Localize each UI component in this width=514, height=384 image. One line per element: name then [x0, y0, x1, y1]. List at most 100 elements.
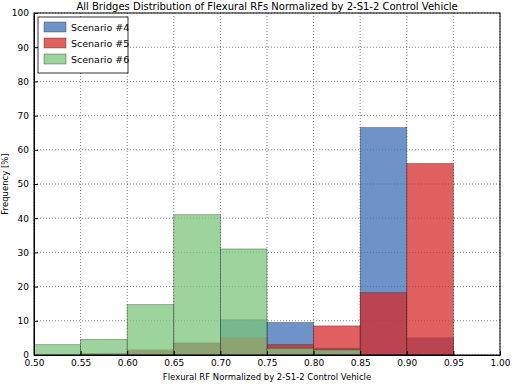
x-tick: 0.85 [351, 351, 371, 368]
grid-line-y [34, 149, 500, 150]
x-tick: 0.80 [304, 351, 324, 368]
x-tick-mark [127, 351, 128, 355]
histogram-bar [314, 326, 361, 355]
x-tick-label: 0.90 [397, 358, 417, 368]
x-axis-line [35, 355, 501, 356]
legend-swatch [44, 54, 66, 64]
histogram-bar [314, 350, 361, 355]
y-tick-mark [34, 252, 38, 253]
y-tick-label: 70 [18, 111, 30, 121]
y-tick: 40 [18, 214, 38, 224]
x-tick-mark [453, 351, 454, 355]
grid [34, 13, 500, 355]
y-tick-label: 40 [18, 214, 30, 224]
plot-frame [34, 13, 500, 355]
histogram-bar [267, 348, 314, 355]
x-tick-label: 0.55 [71, 358, 91, 368]
x-tick-label: 0.65 [164, 358, 184, 368]
plot-background [34, 13, 500, 355]
bars [34, 128, 453, 355]
series-bars [34, 215, 360, 355]
histogram-bar [220, 249, 267, 355]
y-tick-mark [34, 355, 38, 356]
legend-label: Scenario #5 [71, 38, 129, 49]
x-tick-label: 0.85 [351, 358, 371, 368]
y-tick: 80 [18, 77, 38, 87]
legend: Scenario #4 Scenario #5 Scenario #6 [38, 17, 129, 73]
x-tick-label: 0.60 [118, 358, 138, 368]
y-tick-label: 90 [18, 43, 30, 53]
x-tick-mark [360, 351, 361, 355]
plot: 0.500.550.600.650.700.750.800.850.900.95… [12, 8, 511, 368]
y-tick: 10 [18, 316, 38, 326]
x-tick-label: 0.70 [211, 358, 231, 368]
histogram-bar [34, 345, 81, 355]
x-axis: 0.500.550.600.650.700.750.800.850.900.95… [24, 351, 510, 368]
y-tick-label: 30 [18, 248, 30, 258]
x-axis-title: Flexural RF Normalized by 2-S1-2 Control… [163, 372, 371, 382]
y-tick-label: 20 [18, 282, 30, 292]
y-tick-label: 0 [23, 350, 29, 360]
y-tick-label: 50 [18, 179, 30, 189]
histogram-bar [267, 345, 314, 355]
x-tick-mark [220, 351, 221, 355]
y-tick: 70 [18, 111, 38, 121]
legend-swatch [44, 22, 66, 32]
chart: 0.500.550.600.650.700.750.800.850.900.95… [0, 0, 514, 384]
x-tick-label: 0.80 [304, 358, 324, 368]
x-tick-label: 0.75 [257, 358, 277, 368]
y-tick-label: 80 [18, 77, 30, 87]
y-tick-mark [34, 287, 38, 288]
x-tick-label: 1.00 [490, 358, 510, 368]
y-tick-label: 10 [18, 316, 30, 326]
y-tick-label: 100 [12, 8, 29, 18]
x-tick-mark [81, 351, 82, 355]
y-tick: 60 [18, 145, 38, 155]
x-tick: 0.70 [211, 351, 231, 368]
y-tick-mark [34, 321, 38, 322]
x-tick-mark [314, 351, 315, 355]
histogram-bar [174, 215, 221, 355]
series-bars [81, 163, 454, 355]
histogram-bar [407, 163, 454, 355]
x-tick-mark [267, 351, 268, 355]
y-tick: 50 [18, 179, 38, 189]
y-tick-mark [34, 218, 38, 219]
y-tick: 100 [12, 8, 38, 18]
x-tick: 0.95 [444, 351, 464, 368]
y-tick: 30 [18, 248, 38, 258]
x-tick: 1.00 [490, 351, 510, 368]
y-tick: 90 [18, 43, 38, 53]
y-tick: 20 [18, 282, 38, 292]
y-tick-mark [34, 13, 38, 14]
x-tick: 0.65 [164, 351, 184, 368]
title: All Bridges Distribution of Flexural RFs… [76, 1, 457, 12]
histogram-bar [360, 293, 407, 355]
series-bars [127, 128, 453, 355]
x-tick-mark [500, 351, 501, 355]
y-axis-title: Frequency [%] [0, 153, 10, 214]
y-tick-mark [34, 47, 38, 48]
histogram-bar [360, 128, 407, 355]
y-tick-mark [34, 81, 38, 82]
legend-label: Scenario #6 [71, 54, 129, 65]
x-tick: 0.75 [257, 351, 277, 368]
legend-label: Scenario #4 [71, 22, 129, 33]
x-tick: 0.55 [71, 351, 91, 368]
y-axis: 0 10 20 30 40 50 60 70 80 90 100 [12, 8, 38, 360]
x-tick: 0.60 [118, 351, 138, 368]
y-tick-label: 60 [18, 145, 30, 155]
y-tick-mark [34, 184, 38, 185]
y-tick: 0 [23, 350, 38, 360]
histogram-bar [81, 340, 128, 355]
x-tick-mark [407, 351, 408, 355]
histogram-bar [127, 305, 174, 355]
histogram-bar [267, 323, 314, 355]
y-tick-mark [34, 116, 38, 117]
y-tick-mark [34, 150, 38, 151]
x-tick: 0.90 [397, 351, 417, 368]
x-tick-mark [174, 351, 175, 355]
x-tick-label: 0.95 [444, 358, 464, 368]
grid-line-y [34, 81, 500, 82]
grid-line-y [34, 115, 500, 116]
